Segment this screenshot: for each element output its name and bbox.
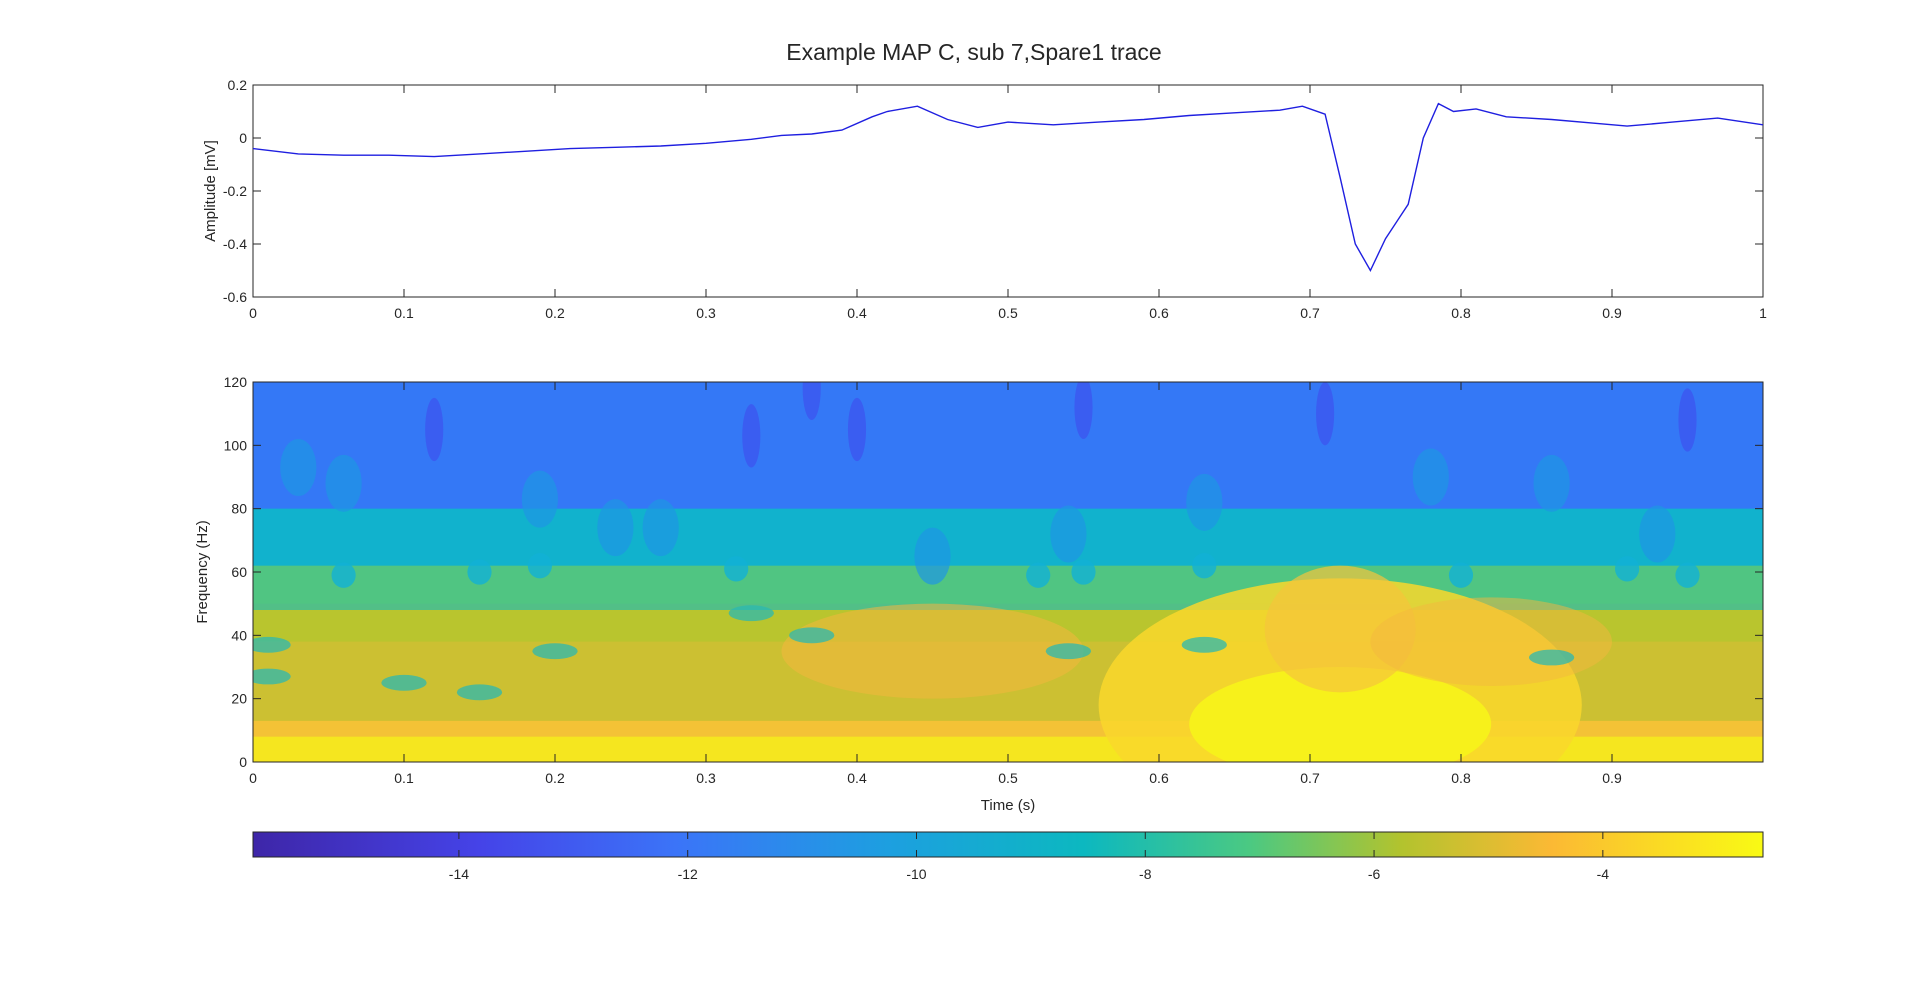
trace-x-tick-label: 0.4 <box>847 305 867 321</box>
heatmap-blob <box>456 684 503 701</box>
spectrogram-y-tick-label: 100 <box>224 437 248 453</box>
spectrogram-x-axis-label: Time (s) <box>981 797 1035 814</box>
spectrogram-x-tick-label: 0 <box>249 770 257 786</box>
heatmap-blob <box>521 470 559 528</box>
heatmap-blob <box>425 397 444 462</box>
heatmap-blob <box>1181 636 1227 653</box>
spectrogram-x-tick-label: 0.9 <box>1602 770 1622 786</box>
trace-y-tick-label: 0.2 <box>228 77 248 93</box>
heatmap-blob <box>597 499 634 557</box>
amplitude-series-line <box>253 102 1763 273</box>
colorbar-tick-label: -14 <box>449 866 469 882</box>
spectrogram-chart: 0 0.1 0.2 0.3 0.4 0.5 0.6 0.7 0.8 0.9 0 20 40 60 80 100… <box>194 374 1764 814</box>
heatmap-blob <box>1026 562 1051 588</box>
heatmap-blob <box>532 643 578 660</box>
trace-y-tick-label: -0.6 <box>223 289 247 305</box>
trace-x-tick-label: 0.3 <box>696 305 716 321</box>
spectrogram-y-tick-label: 0 <box>239 754 247 770</box>
heatmap-blob <box>1050 505 1087 563</box>
heatmap-blob <box>1045 643 1092 660</box>
colorbar-tick-label: -12 <box>678 866 698 882</box>
spectrogram-x-tick-label: 0.8 <box>1451 770 1471 786</box>
spectrogram-x-tick-label: 0.4 <box>847 770 867 786</box>
heatmap-blob <box>1264 565 1416 693</box>
heatmap-blob <box>1071 559 1096 585</box>
heatmap-blob <box>914 527 951 585</box>
spectrogram-y-tick-label: 60 <box>231 564 247 580</box>
heatmap-blob <box>728 605 774 622</box>
trace-y-tick-label: -0.2 <box>223 183 247 199</box>
heatmap-blob <box>724 556 749 582</box>
heatmap-blob <box>1316 382 1335 446</box>
heatmap-blob <box>802 382 821 420</box>
heatmap-blob <box>1615 556 1640 582</box>
heatmap-blob <box>1639 505 1676 563</box>
heatmap-blob <box>1528 649 1575 666</box>
spectrogram-x-tick-label: 0.7 <box>1300 770 1320 786</box>
heatmap-blob <box>781 603 1084 699</box>
spectrogram-heatmap <box>253 382 1763 762</box>
trace-x-tick-label: 0.7 <box>1300 305 1320 321</box>
trace-x-tick-label: 0.6 <box>1149 305 1169 321</box>
heatmap-band <box>253 382 1763 509</box>
heatmap-blob <box>331 562 356 588</box>
spectrogram-y-tick-label: 80 <box>231 501 247 517</box>
heatmap-blob <box>1533 454 1570 512</box>
heatmap-blob <box>1186 473 1223 531</box>
spectrogram-x-tick-label: 0.6 <box>1149 770 1169 786</box>
trace-y-tick-label: 0 <box>239 130 247 146</box>
heatmap-blob <box>847 397 867 462</box>
heatmap-blob <box>1370 597 1612 687</box>
trace-x-tick-label: 0.1 <box>394 305 414 321</box>
trace-x-tick-label: 1 <box>1759 305 1767 321</box>
heatmap-blob <box>742 404 761 468</box>
spectrogram-x-tick-label: 0.3 <box>696 770 716 786</box>
colorbar-tick-label: -8 <box>1139 866 1152 882</box>
amplitude-trace-chart: 0 0.1 0.2 0.3 0.4 0.5 0.6 0.7 0.8 0.9 1 -0.6 -0.4 -0.… <box>202 77 1767 321</box>
heatmap-blob <box>1678 388 1697 452</box>
spectrogram-y-tick-label: 20 <box>231 691 247 707</box>
heatmap-blob <box>1448 562 1474 588</box>
heatmap-blob <box>280 439 317 496</box>
heatmap-blob <box>325 454 362 512</box>
heatmap-blob <box>253 668 291 685</box>
heatmap-blob <box>1412 448 1449 506</box>
trace-x-tick-label: 0.5 <box>998 305 1018 321</box>
heatmap-blob <box>1189 667 1492 762</box>
trace-x-tick-label: 0.2 <box>545 305 565 321</box>
spectrogram-x-tick-label: 0.2 <box>545 770 565 786</box>
spectrogram-y-tick-label: 120 <box>224 374 248 390</box>
spectrogram-y-axis-label: Frequency (Hz) <box>194 520 211 623</box>
colorbar-tick-label: -4 <box>1597 866 1610 882</box>
heatmap-blob <box>467 559 492 585</box>
heatmap-blob <box>1192 553 1217 579</box>
colorbar-gradient <box>252 831 1764 858</box>
colorbar: -14 -12 -10 -8 -6 -4 <box>252 831 1764 882</box>
heatmap-blob <box>642 499 679 557</box>
spectrogram-x-tick-label: 0.5 <box>998 770 1018 786</box>
trace-y-tick-label: -0.4 <box>223 236 247 252</box>
heatmap-blob <box>789 627 835 644</box>
heatmap-blob <box>1074 382 1093 439</box>
colorbar-tick-label: -6 <box>1368 866 1381 882</box>
figure-title: Example MAP C, sub 7,Spare1 trace <box>786 39 1161 65</box>
trace-x-tick-label: 0.8 <box>1451 305 1471 321</box>
colorbar-tick-label: -10 <box>906 866 926 882</box>
trace-x-tick-label: 0 <box>249 305 257 321</box>
trace-y-axis-label: Amplitude [mV] <box>202 140 219 242</box>
spectrogram-x-tick-label: 0.1 <box>394 770 414 786</box>
heatmap-blob <box>253 636 291 653</box>
heatmap-blob <box>1675 562 1700 588</box>
heatmap-blob <box>381 674 427 691</box>
spectrogram-y-tick-label: 40 <box>231 627 247 643</box>
heatmap-blob <box>527 553 552 579</box>
trace-x-tick-label: 0.9 <box>1602 305 1622 321</box>
trace-plot-box <box>252 84 1764 298</box>
